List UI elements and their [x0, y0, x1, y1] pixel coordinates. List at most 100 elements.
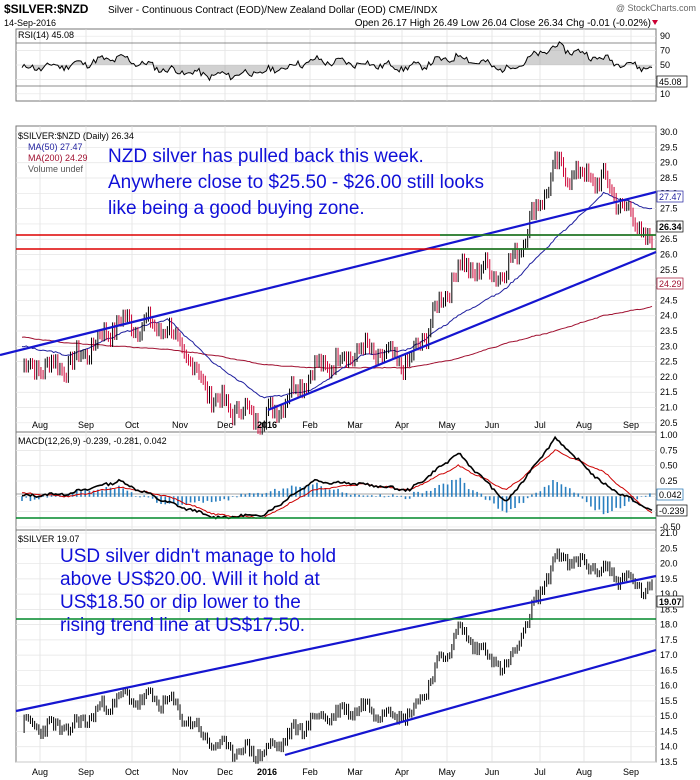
x-tick-label: Feb	[302, 767, 318, 777]
macd-hist-bar	[472, 490, 474, 497]
y-tick-label: 13.5	[660, 757, 678, 767]
macd-hist-bar	[324, 488, 327, 497]
y-tick-label: 21.0	[660, 528, 678, 538]
macd-hist-bar	[493, 496, 495, 504]
macd-hist-bar	[442, 483, 445, 497]
chart-symbol: $SILVER:$NZD	[4, 2, 89, 16]
y-tick-label: 30.0	[660, 127, 678, 137]
macd-hist-bar	[25, 496, 28, 498]
x-tick-label: Sep	[623, 767, 639, 777]
macd-hist-bar	[92, 490, 95, 497]
macd-hist-bar	[569, 488, 571, 497]
usd-annotation-line-1: USD silver didn't manage to hold	[60, 546, 336, 567]
macd-hist-bar	[543, 486, 546, 497]
rsi-value: 45.08	[659, 77, 682, 87]
macd-hist-bar	[71, 492, 74, 497]
usd-close-tag	[656, 595, 684, 608]
ma200-line	[21, 305, 653, 369]
y-tick-label: 16.5	[660, 665, 678, 675]
y-tick-label: 17.0	[660, 650, 678, 660]
usd-axis: 21.0 20.5 20.0 19.5 19.0 18.5 18.0 17.5 17.0 16.5…	[16, 528, 678, 767]
macd-hist-bar	[231, 496, 234, 497]
x-tick-label: Dec	[217, 420, 234, 430]
y-tick-label: 20.5	[660, 543, 678, 553]
macd-hist-bar	[269, 491, 272, 497]
macd-hist-bar	[202, 496, 205, 503]
rsi-axis: 9070503010	[16, 31, 670, 99]
macd-hist-bar	[594, 496, 596, 511]
x-tick-label: Aug	[32, 420, 48, 430]
macd-hist-bar	[354, 493, 356, 497]
macd-hist-bar	[42, 495, 44, 497]
usd-upper-trend-line	[15, 574, 657, 713]
macd-hist-bar	[535, 492, 537, 497]
y-tick-label: 23.5	[660, 326, 678, 336]
macd-hist-bar	[429, 490, 432, 497]
macd-hist-bar	[252, 493, 255, 497]
y-tick-label: 1.00	[660, 430, 678, 440]
y-tick-label: 27.5	[660, 204, 678, 214]
y-tick-label: -0.50	[660, 522, 681, 532]
macd-hist-bar	[299, 486, 301, 497]
macd-hist-bar	[366, 495, 369, 497]
macd-hist-bar	[286, 488, 289, 497]
rsi-value-tag	[656, 75, 688, 88]
macd-hist-bar	[118, 485, 120, 497]
macd-hist-bar	[105, 487, 108, 497]
macd-hist-bar	[413, 491, 415, 497]
usd-annotation-line-2: above US$20.00. Will it hold at	[60, 569, 321, 590]
macd-hist-bar	[522, 496, 525, 503]
y-tick-label: 0.50	[660, 461, 678, 471]
nzd-annotation-line-3: like being a good buying zone.	[108, 198, 365, 219]
macd-hist-bar	[101, 490, 103, 497]
rsi-label: RSI(14) 45.08	[18, 30, 74, 40]
macd-hist-bar	[181, 496, 183, 505]
y-tick-label: 24.0	[660, 311, 678, 321]
macd-hist-bar	[333, 489, 335, 497]
macd-hist-bar	[109, 487, 112, 497]
macd-hist-bar	[261, 493, 264, 497]
y-tick-label: 19.0	[660, 589, 678, 599]
macd-hist-bar	[581, 496, 584, 499]
macd-hist-bar	[526, 496, 529, 499]
macd-hist-bar	[139, 496, 141, 498]
macd-hist-bar	[134, 496, 137, 497]
usd-price-bars	[23, 548, 653, 764]
usd-x-axis: Aug Sep Oct Nov Dec 2016 Feb Mar Apr May Jun Jul Aug…	[32, 767, 639, 777]
macd-hist-bar	[151, 496, 154, 499]
y-tick-label: 25.5	[660, 265, 678, 275]
ma50-line	[21, 191, 653, 399]
macd-tag-value: -0.239	[659, 506, 685, 516]
macd-hist-bar	[560, 484, 563, 497]
y-tick-label: 20.0	[660, 559, 678, 569]
macd-hist-bar	[274, 488, 276, 497]
macd-hist-bar	[303, 486, 306, 497]
macd-hist-bar	[38, 496, 40, 500]
macd-hist-bar	[282, 488, 285, 497]
x-tick-label: Oct	[125, 420, 140, 430]
macd-hist-bar	[362, 495, 365, 497]
macd-hist-bar	[290, 485, 293, 497]
lower-trend-line	[267, 250, 657, 412]
macd-hist-bar	[438, 484, 440, 497]
volume-legend: Volume undef	[28, 164, 84, 174]
macd-hist-bar	[122, 488, 124, 497]
macd-hist-bar	[223, 496, 226, 500]
macd-hist-bar	[265, 492, 268, 497]
x-tick-label: Dec	[217, 767, 234, 777]
macd-hist-bar	[505, 496, 508, 513]
macd-hist-bar	[379, 494, 381, 497]
macd-hist-bar	[383, 496, 386, 498]
macd-hist-bar	[577, 493, 580, 497]
y-tick-label: 22.0	[660, 372, 678, 382]
macd-hist-bar	[46, 496, 49, 498]
ma200-tag-value: 24.29	[659, 279, 682, 289]
macd-hist-bar	[168, 496, 171, 504]
price-bars	[23, 151, 653, 435]
macd-hist-bar	[552, 480, 554, 497]
y-tick-label: 15.0	[660, 711, 678, 721]
y-tick-label: 14.0	[660, 742, 678, 752]
y-tick-label: 90	[660, 31, 670, 41]
y-tick-label: 20.5	[660, 418, 678, 428]
macd-hist-bar	[644, 495, 647, 497]
